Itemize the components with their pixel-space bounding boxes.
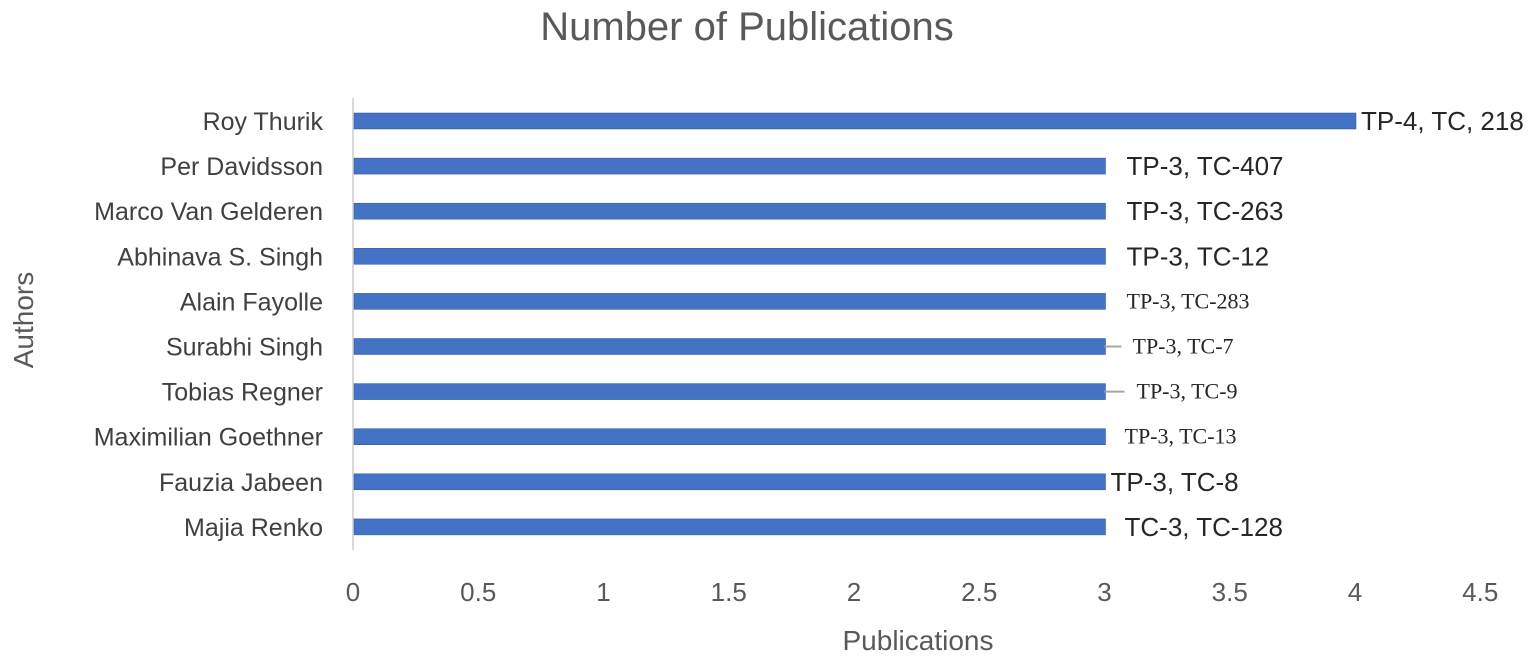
category-label: Abhinava S. Singh [117, 243, 323, 271]
category-label: Alain Fayolle [180, 288, 323, 316]
x-tick-label: 3.5 [1212, 577, 1248, 607]
x-tick-label: 4 [1348, 577, 1362, 607]
x-tick-label: 0 [346, 577, 360, 607]
y-axis-label: Authors [8, 272, 39, 369]
category-label: Roy Thurik [203, 108, 324, 136]
bar [353, 338, 1106, 355]
category-label: Tobias Regner [162, 379, 323, 407]
data-label: TP-3, TC-7 [1133, 334, 1234, 359]
category-label: Marco Van Gelderen [94, 198, 323, 226]
data-label: TC-3, TC-128 [1125, 512, 1283, 542]
x-axis-label: Publications [843, 625, 994, 656]
category-label: Fauzia Jabeen [159, 469, 323, 497]
x-tick-label: 4.5 [1462, 577, 1498, 607]
data-label: TP-3, TC-407 [1127, 151, 1284, 181]
x-tick-label: 3 [1097, 577, 1111, 607]
data-label: TP-3, TC-8 [1111, 467, 1239, 497]
category-label: Maximilian Goethner [94, 424, 323, 452]
data-label: TP-3, TC-263 [1127, 196, 1284, 226]
data-label: TP-4, TC, 218 [1361, 106, 1524, 136]
category-label: Surabhi Singh [166, 334, 323, 362]
bar [353, 383, 1106, 400]
data-label: TP-3, TC-13 [1125, 424, 1237, 449]
category-label: Majia Renko [184, 514, 323, 542]
x-tick-label: 1.5 [711, 577, 747, 607]
bar [353, 157, 1106, 175]
bar [353, 248, 1106, 265]
bar [353, 293, 1106, 310]
x-tick-label: 2.5 [961, 577, 997, 607]
data-label: TP-3, TC-12 [1127, 241, 1270, 271]
chart-title: Number of Publications [540, 5, 954, 49]
bar [353, 428, 1106, 445]
bar [353, 518, 1106, 536]
data-label: TP-3, TC-9 [1137, 379, 1238, 404]
bar [353, 473, 1106, 491]
data-label: TP-3, TC-283 [1127, 288, 1250, 313]
bar [353, 112, 1357, 130]
x-tick-label: 2 [847, 577, 861, 607]
x-tick-label: 1 [596, 577, 610, 607]
bar [353, 202, 1106, 220]
category-label: Per Davidsson [160, 153, 323, 181]
x-tick-label: 0.5 [460, 577, 496, 607]
